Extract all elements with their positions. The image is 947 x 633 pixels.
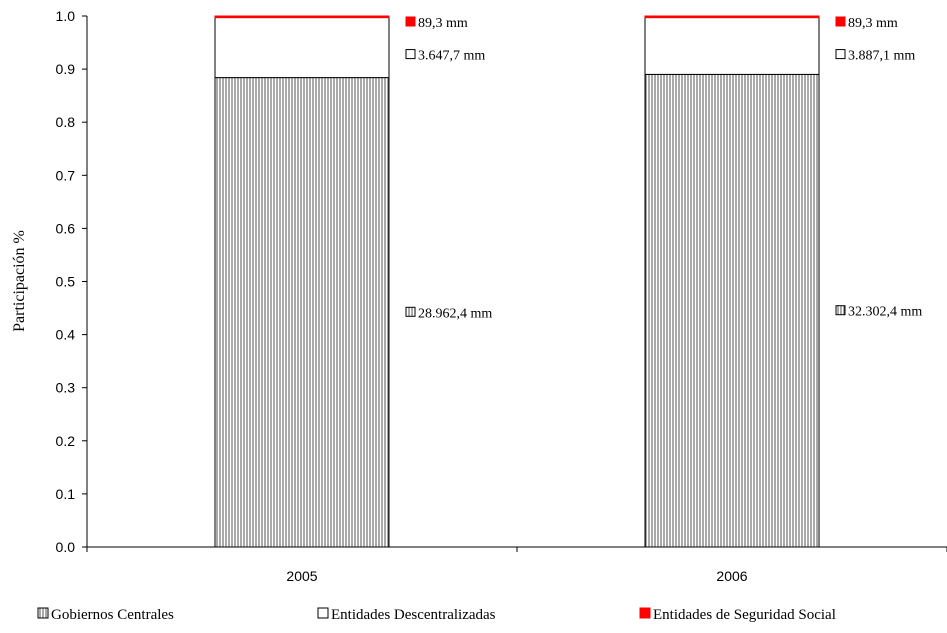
y-tick-label: 0.9 <box>56 61 76 77</box>
legend-label: Entidades Descentralizadas <box>331 607 496 623</box>
data-label: 89,3 mm <box>418 16 468 31</box>
data-label-key <box>835 305 846 316</box>
y-tick-label: 0.0 <box>56 539 76 555</box>
legend-key <box>317 607 329 619</box>
legend-key <box>37 607 49 619</box>
bar-segment <box>214 17 390 79</box>
data-label: 3.887,1 mm <box>848 49 915 64</box>
data-label: 3.647,7 mm <box>418 49 485 64</box>
y-tick-label: 0.6 <box>56 220 76 236</box>
bar-segment <box>214 77 390 548</box>
legend-key <box>639 607 651 619</box>
data-label-key <box>405 16 416 27</box>
y-tick-label: 0.8 <box>56 114 76 130</box>
data-label-key <box>835 49 846 60</box>
data-label: 89,3 mm <box>848 16 898 31</box>
y-axis-title: Participación % <box>11 230 28 332</box>
y-tick-label: 0.7 <box>56 167 76 183</box>
legend: Gobiernos Centrales Entidades Descentrali… <box>37 607 836 623</box>
y-tick-label: 0.5 <box>56 274 76 290</box>
y-tick-label: 0.2 <box>56 433 76 449</box>
data-label-key <box>835 16 846 27</box>
data-label-key <box>405 306 416 317</box>
plot-area: 0.0 0.1 0.2 0.3 0.4 0.5 0.6 0.7 0.8 0.9 1.0 28.962,… <box>56 8 947 584</box>
bar-segment <box>214 15 390 19</box>
data-label-key <box>405 49 416 60</box>
data-label: 32.302,4 mm <box>848 305 922 320</box>
y-tick-label: 0.4 <box>56 327 76 343</box>
bar-segment <box>644 15 820 19</box>
data-label: 28.962,4 mm <box>418 306 492 321</box>
bar-segment <box>644 73 820 548</box>
y-tick-label: 0.1 <box>56 486 76 502</box>
x-tick-label: 2005 <box>286 568 317 584</box>
x-tick-label: 2006 <box>716 568 747 584</box>
legend-label: Gobiernos Centrales <box>51 607 174 623</box>
y-tick-label: 0.3 <box>56 380 76 396</box>
legend-label: Entidades de Seguridad Social <box>653 607 836 623</box>
bar-segment <box>644 17 820 75</box>
y-tick-label: 1.0 <box>56 8 76 24</box>
